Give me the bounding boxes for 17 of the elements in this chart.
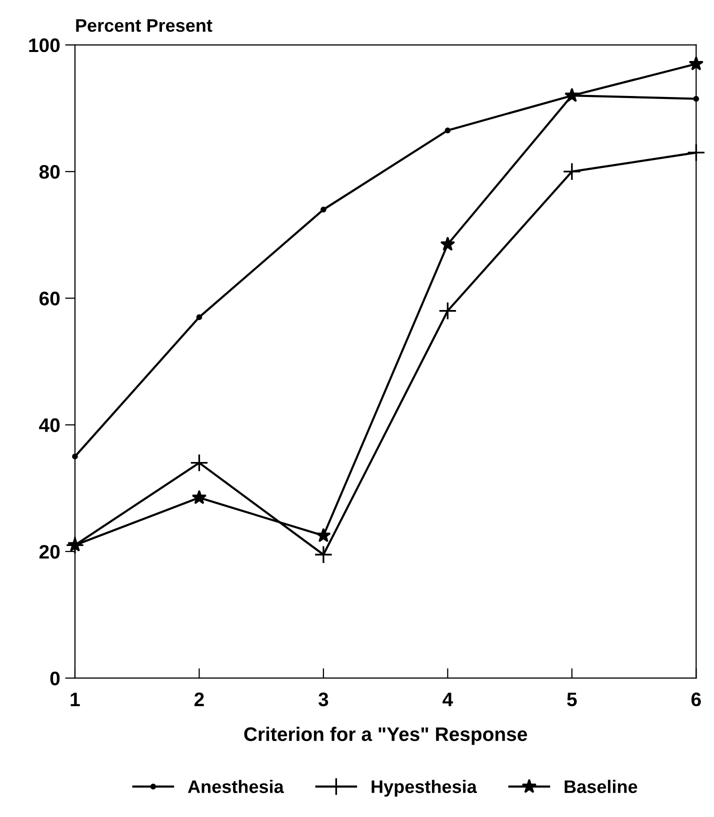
legend-label: Hypesthesia: [372, 780, 477, 797]
x-tick-label: 5: [567, 692, 577, 706]
x-tick-label: 4: [442, 692, 453, 706]
y-tick-label: 100: [29, 38, 60, 52]
x-tick-label: 2: [194, 692, 204, 706]
x-tick-label: 1: [70, 692, 80, 706]
x-tick-label: 6: [691, 692, 701, 706]
y-tick-label: 20: [39, 544, 60, 559]
y-tick-label: 80: [39, 165, 60, 179]
legend-label: Anesthesia: [188, 780, 284, 794]
y-tick-label: 0: [50, 672, 60, 686]
x-axis-title: Criterion for a "Yes" Response: [244, 726, 528, 745]
y-tick-label: 40: [39, 418, 60, 432]
legend-label: Baseline: [564, 780, 638, 794]
x-tick-label: 3: [318, 692, 328, 706]
y-axis-title: Percent Present: [76, 19, 212, 32]
y-tick-label: 60: [39, 292, 60, 306]
